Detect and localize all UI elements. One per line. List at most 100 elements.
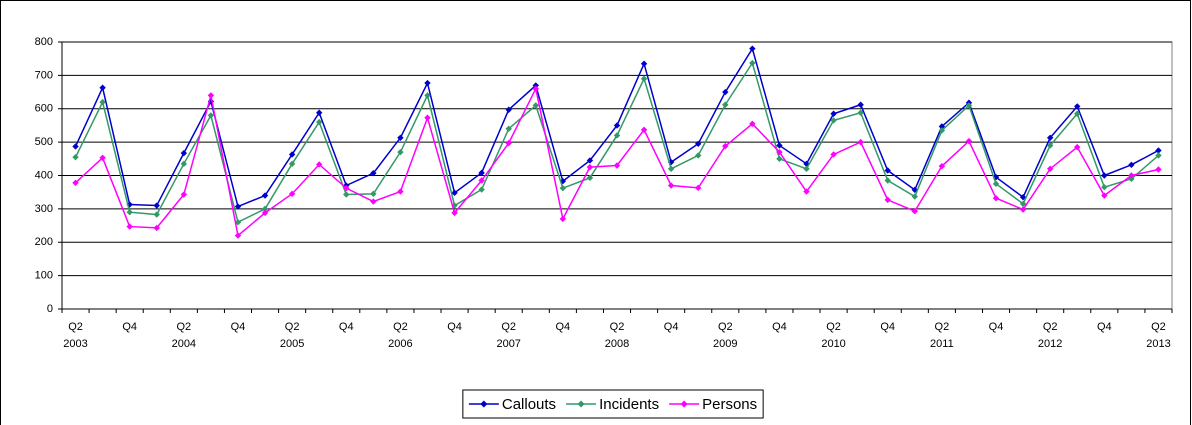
x-tick-label: Q2 bbox=[1151, 321, 1166, 333]
data-marker bbox=[857, 138, 864, 146]
legend-marker bbox=[577, 400, 585, 408]
data-marker bbox=[613, 162, 621, 169]
data-marker bbox=[695, 140, 702, 147]
data-marker bbox=[1046, 165, 1054, 173]
data-marker bbox=[451, 209, 458, 217]
data-marker bbox=[722, 101, 729, 108]
data-marker bbox=[992, 173, 1000, 181]
data-marker bbox=[370, 198, 377, 205]
data-marker bbox=[776, 148, 783, 156]
data-marker bbox=[153, 224, 160, 232]
data-marker bbox=[695, 152, 702, 159]
data-marker bbox=[884, 177, 891, 184]
x-tick-label: Q4 bbox=[231, 321, 246, 333]
data-marker bbox=[99, 84, 106, 91]
data-marker bbox=[911, 193, 919, 200]
data-marker bbox=[315, 118, 323, 126]
x-year-label: 2010 bbox=[821, 338, 845, 350]
data-marker bbox=[1019, 193, 1027, 201]
data-marker bbox=[1019, 206, 1027, 213]
data-marker bbox=[99, 98, 106, 106]
data-marker bbox=[370, 190, 377, 198]
data-marker bbox=[830, 110, 837, 117]
data-marker bbox=[667, 158, 675, 166]
data-marker bbox=[1101, 192, 1108, 199]
x-tick-label: Q4 bbox=[880, 321, 895, 333]
data-marker bbox=[613, 122, 621, 129]
data-marker bbox=[1128, 175, 1135, 183]
data-marker bbox=[532, 102, 539, 109]
x-tick-label: Q4 bbox=[664, 321, 679, 333]
data-marker bbox=[857, 109, 864, 116]
y-tick-label: 700 bbox=[35, 69, 53, 81]
x-tick-label: Q2 bbox=[826, 321, 841, 333]
data-marker bbox=[261, 192, 269, 199]
x-tick-label: Q4 bbox=[447, 321, 462, 333]
data-marker bbox=[343, 191, 350, 198]
data-marker bbox=[803, 188, 810, 195]
data-marker bbox=[1074, 103, 1081, 110]
x-tick-label: Q4 bbox=[122, 321, 137, 333]
data-marker bbox=[505, 139, 512, 147]
data-marker bbox=[586, 157, 594, 164]
x-year-label: 2004 bbox=[172, 338, 196, 350]
data-marker bbox=[640, 60, 648, 67]
data-marker bbox=[1128, 172, 1135, 179]
x-year-label: 2006 bbox=[388, 338, 412, 350]
data-marker bbox=[1101, 172, 1108, 179]
legend-label: Incidents bbox=[599, 396, 659, 413]
y-tick-label: 300 bbox=[35, 203, 53, 215]
data-marker bbox=[397, 134, 404, 141]
data-marker bbox=[992, 180, 1000, 188]
data-marker bbox=[234, 203, 242, 210]
data-marker bbox=[613, 132, 621, 139]
data-marker bbox=[749, 59, 756, 67]
data-marker bbox=[830, 151, 837, 158]
data-marker bbox=[478, 177, 485, 184]
data-marker bbox=[938, 127, 946, 134]
x-tick-label: Q4 bbox=[989, 321, 1004, 333]
data-marker bbox=[1155, 166, 1162, 173]
data-marker bbox=[180, 191, 188, 198]
data-marker bbox=[153, 211, 160, 218]
data-marker bbox=[1019, 200, 1027, 208]
data-marker bbox=[532, 85, 539, 92]
x-tick-label: Q2 bbox=[718, 321, 733, 333]
data-marker bbox=[749, 45, 756, 52]
data-marker bbox=[911, 186, 919, 194]
x-tick-label: Q2 bbox=[176, 321, 191, 333]
data-marker bbox=[505, 106, 512, 113]
data-marker bbox=[505, 125, 512, 132]
data-marker bbox=[857, 101, 864, 108]
y-tick-label: 0 bbox=[47, 303, 53, 315]
data-marker bbox=[559, 215, 567, 223]
x-tick-label: Q2 bbox=[393, 321, 408, 333]
data-marker bbox=[315, 109, 323, 116]
data-marker bbox=[722, 142, 729, 150]
data-marker bbox=[884, 196, 891, 204]
x-year-label: 2013 bbox=[1146, 338, 1170, 350]
legend-marker bbox=[480, 400, 488, 408]
data-marker bbox=[234, 232, 242, 239]
data-marker bbox=[586, 174, 594, 182]
y-tick-label: 100 bbox=[35, 270, 53, 282]
data-marker bbox=[1046, 142, 1054, 149]
data-marker bbox=[695, 184, 702, 192]
data-marker bbox=[397, 188, 404, 195]
y-tick-label: 400 bbox=[35, 169, 53, 181]
y-tick-label: 200 bbox=[35, 236, 53, 248]
legend-label: Callouts bbox=[502, 396, 556, 413]
y-tick-label: 600 bbox=[35, 103, 53, 115]
data-marker bbox=[207, 112, 215, 119]
data-marker bbox=[776, 155, 783, 163]
data-marker bbox=[424, 79, 431, 87]
x-year-label: 2007 bbox=[496, 338, 520, 350]
data-marker bbox=[207, 98, 215, 105]
legend-box bbox=[462, 389, 764, 419]
data-marker bbox=[424, 114, 431, 121]
x-tick-label: Q2 bbox=[501, 321, 516, 333]
data-marker bbox=[667, 165, 675, 173]
data-marker bbox=[992, 194, 1000, 202]
x-tick-label: Q2 bbox=[285, 321, 300, 333]
data-marker bbox=[72, 179, 79, 187]
